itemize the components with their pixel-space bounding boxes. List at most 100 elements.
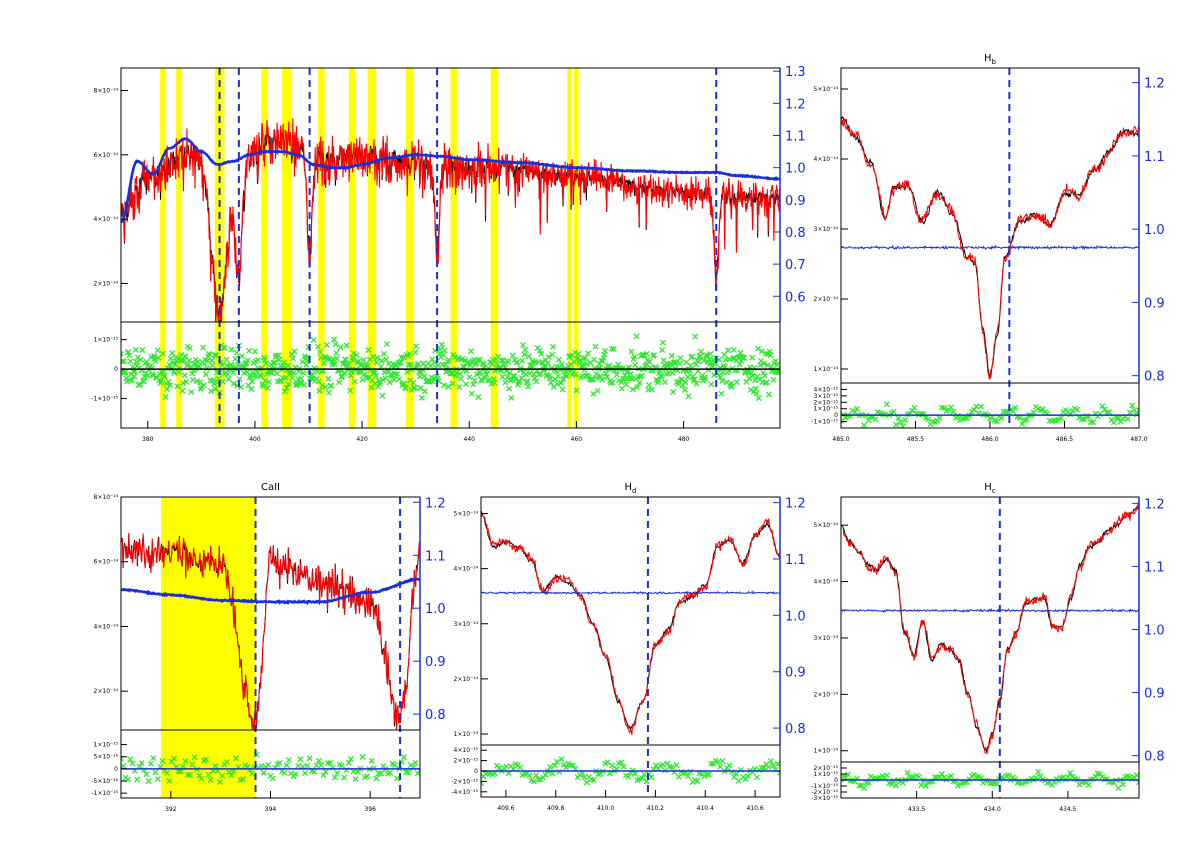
residual-point xyxy=(191,754,198,761)
residual-point xyxy=(572,371,579,378)
residual-point xyxy=(301,382,308,388)
residual-point xyxy=(178,351,185,358)
x-tick-label: 396 xyxy=(364,806,376,813)
residual-point xyxy=(1115,785,1122,791)
residual-point xyxy=(223,759,230,766)
residual-point xyxy=(726,762,733,769)
residual-point xyxy=(350,357,357,364)
residual-point xyxy=(550,343,556,350)
residual-point xyxy=(643,350,650,357)
residual-point xyxy=(752,377,759,384)
residual-point xyxy=(1099,403,1106,410)
residual-point xyxy=(333,350,340,356)
residual-point xyxy=(364,362,371,369)
observed-spectrum xyxy=(481,510,780,732)
residual-point xyxy=(364,773,371,780)
panel-overview: 2×10⁻¹⁴ 4×10⁻¹⁴ 6×10⁻¹⁴ 8×10⁻¹⁴ 0.6 0.7 0.8 0.9… xyxy=(91,65,805,443)
right-tick-label: 0.8 xyxy=(1144,370,1165,385)
residual-point xyxy=(749,372,756,379)
residual-point xyxy=(121,350,124,357)
residual-point xyxy=(717,763,724,770)
residual-point xyxy=(609,379,616,386)
residual-point xyxy=(154,347,161,354)
residual-point xyxy=(269,775,276,782)
residual-point xyxy=(127,756,134,763)
residual-point xyxy=(621,377,627,383)
residual-point xyxy=(593,375,600,382)
residual-point xyxy=(707,350,714,357)
residual-point xyxy=(354,768,361,775)
residual-point xyxy=(693,380,700,387)
residual-point xyxy=(551,762,558,769)
residual-point xyxy=(285,381,292,387)
residual-point xyxy=(446,357,452,364)
residual-point xyxy=(725,347,731,354)
residual-point xyxy=(700,357,707,364)
residual-point xyxy=(899,423,906,428)
residual-point xyxy=(719,377,726,384)
residual-point xyxy=(987,780,993,787)
x-tick-label: 487.0 xyxy=(1130,436,1147,443)
residual-point xyxy=(413,343,420,350)
residual-point xyxy=(365,347,372,353)
model-spectrum xyxy=(121,118,780,323)
masked-region-1 xyxy=(176,68,182,428)
residual-tick-label: 2×10⁻¹⁵ xyxy=(814,765,839,772)
residual-point xyxy=(196,363,203,370)
residual-point xyxy=(315,343,321,350)
residual-point xyxy=(545,354,552,361)
right-tick-label: 0.8 xyxy=(1144,750,1165,765)
residual-point xyxy=(558,361,565,368)
residual-point xyxy=(466,374,473,381)
residual-point xyxy=(602,370,609,377)
residual-point xyxy=(289,375,296,381)
x-tick-label: 392 xyxy=(165,806,177,813)
residual-point xyxy=(348,368,355,375)
residual-point xyxy=(558,756,565,763)
residual-point xyxy=(397,359,404,366)
residual-point xyxy=(337,344,344,351)
masked-region-9 xyxy=(450,68,457,428)
residual-point xyxy=(183,379,190,385)
panel-title-subscript: d xyxy=(632,487,636,495)
residual-point xyxy=(899,779,906,786)
residual-point xyxy=(361,371,368,378)
residual-point xyxy=(530,778,537,785)
residual-tick-label: -1×10⁻¹⁵ xyxy=(91,396,118,403)
residual-point xyxy=(1101,406,1108,413)
y-tick-label: 1×10⁻¹⁴ xyxy=(814,748,839,755)
residual-point xyxy=(638,372,645,379)
residual-point xyxy=(260,769,267,776)
residual-point xyxy=(623,381,630,388)
residual-point xyxy=(254,357,261,364)
residual-point xyxy=(336,379,343,386)
residual-point xyxy=(548,365,555,372)
residual-point xyxy=(761,372,768,379)
residual-point xyxy=(252,348,258,355)
y-tick-label: 1×10⁻¹⁴ xyxy=(454,731,479,738)
residual-point xyxy=(658,373,665,380)
residual-point xyxy=(708,760,714,767)
residual-point xyxy=(219,362,226,368)
residual-point xyxy=(701,374,708,381)
residual-point xyxy=(860,422,867,428)
residual-point xyxy=(572,349,578,356)
residual-point xyxy=(394,775,400,782)
residual-point xyxy=(632,771,639,777)
residual-point xyxy=(685,393,692,400)
residual-point xyxy=(374,354,381,361)
residual-point xyxy=(915,773,922,780)
residual-point xyxy=(225,376,232,383)
right-tick-label: 1.0 xyxy=(785,162,806,177)
residual-point xyxy=(950,408,957,415)
residual-point xyxy=(599,376,606,383)
residual-point xyxy=(338,762,345,769)
residual-point xyxy=(275,352,282,359)
residual-point xyxy=(323,341,330,348)
residual-point xyxy=(938,771,945,778)
residual-point xyxy=(438,341,445,348)
x-tick-label: 486.5 xyxy=(1056,436,1073,443)
y-tick-label: 8×10⁻¹⁴ xyxy=(94,494,119,501)
residual-point xyxy=(304,762,311,769)
residual-point xyxy=(233,349,240,356)
